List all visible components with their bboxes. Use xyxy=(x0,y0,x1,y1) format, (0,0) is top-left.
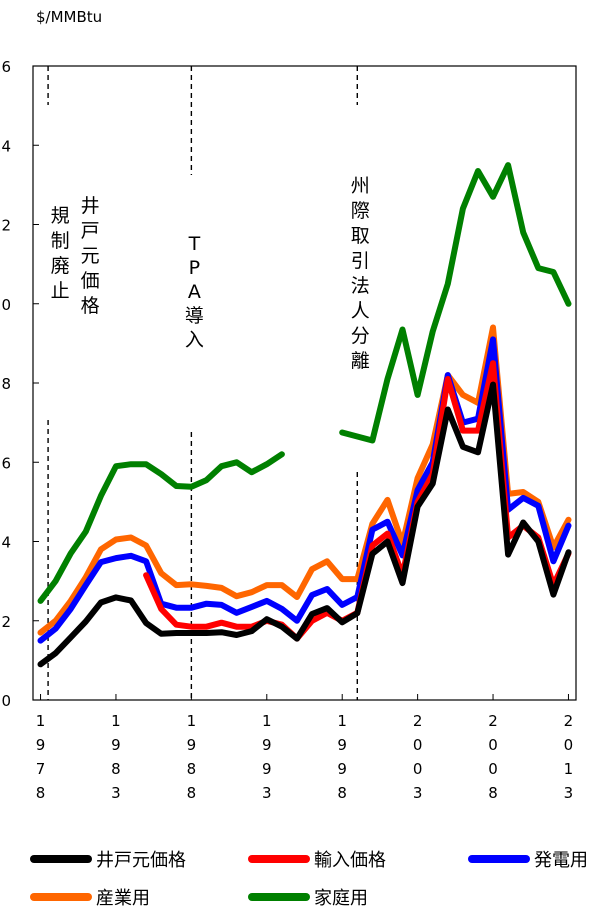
legend-label: 井戸元価格 xyxy=(96,850,186,871)
legend: 井戸元価格 輸入価格 発電用産業用 家庭用 xyxy=(0,840,612,910)
legend-item: 井戸元価格 xyxy=(30,846,186,872)
y-tick-label: 8 xyxy=(1,375,11,393)
legend-label: 産業用 xyxy=(96,888,150,909)
annotation-label: 井戸元価格 xyxy=(81,195,100,317)
legend-swatch xyxy=(30,893,92,901)
legend-item: 輸入価格 xyxy=(248,846,386,872)
legend-label: 発電用 xyxy=(534,850,588,871)
y-axis-unit-label: $/MMBtu xyxy=(36,8,103,26)
legend-item: 発電用 xyxy=(468,846,588,872)
annotation-label: 州際取引法人分離 xyxy=(351,175,370,372)
annotation-label: 規制廃止 xyxy=(51,205,70,302)
series-line-2 xyxy=(37,336,572,644)
series-line-0 xyxy=(37,381,572,668)
legend-item: 産業用 xyxy=(30,884,150,910)
legend-swatch xyxy=(248,855,310,863)
series-lines xyxy=(37,162,572,668)
x-tick-labels: 1 9 7 8 1 9 8 3 1 9 8 8 1 9 9 3 1 9 9 8 2 0 0 3 2 0 0 8 2 0 1 3 xyxy=(36,694,573,802)
legend-label: 輸入価格 xyxy=(314,850,386,871)
annotation-label: T P A 導入 xyxy=(185,233,204,351)
legend-swatch xyxy=(468,855,530,863)
y-tick-label: 16 xyxy=(0,58,11,76)
series-line-4 xyxy=(37,162,572,604)
y-tick-labels: 0 2 4 6 8 10 12 14 16 xyxy=(0,58,39,710)
y-tick-label: 10 xyxy=(0,296,11,314)
y-tick-label: 0 xyxy=(1,692,11,710)
legend-swatch xyxy=(30,855,92,863)
legend-swatch xyxy=(248,893,310,901)
y-tick-label: 12 xyxy=(0,217,11,235)
y-tick-label: 2 xyxy=(1,613,11,631)
y-tick-label: 6 xyxy=(1,454,11,472)
y-tick-label: 4 xyxy=(1,534,11,552)
legend-label: 家庭用 xyxy=(314,888,368,909)
y-tick-label: 14 xyxy=(0,137,11,155)
legend-item: 家庭用 xyxy=(248,884,368,910)
